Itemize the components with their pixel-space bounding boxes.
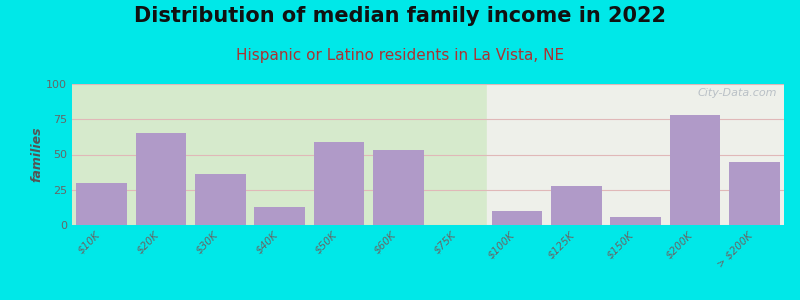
Bar: [551, 185, 602, 225]
Bar: [487, 84, 784, 225]
Text: Hispanic or Latino residents in La Vista, NE: Hispanic or Latino residents in La Vista…: [236, 48, 564, 63]
Bar: [670, 115, 720, 225]
Bar: [729, 161, 779, 225]
Bar: [373, 150, 423, 225]
Bar: [254, 207, 305, 225]
Y-axis label: families: families: [30, 127, 43, 182]
Text: City-Data.com: City-Data.com: [698, 88, 777, 98]
Bar: [314, 142, 364, 225]
Bar: [77, 183, 127, 225]
Text: Distribution of median family income in 2022: Distribution of median family income in …: [134, 6, 666, 26]
Bar: [136, 133, 186, 225]
Bar: [492, 211, 542, 225]
Bar: [195, 174, 246, 225]
Bar: [610, 217, 661, 225]
